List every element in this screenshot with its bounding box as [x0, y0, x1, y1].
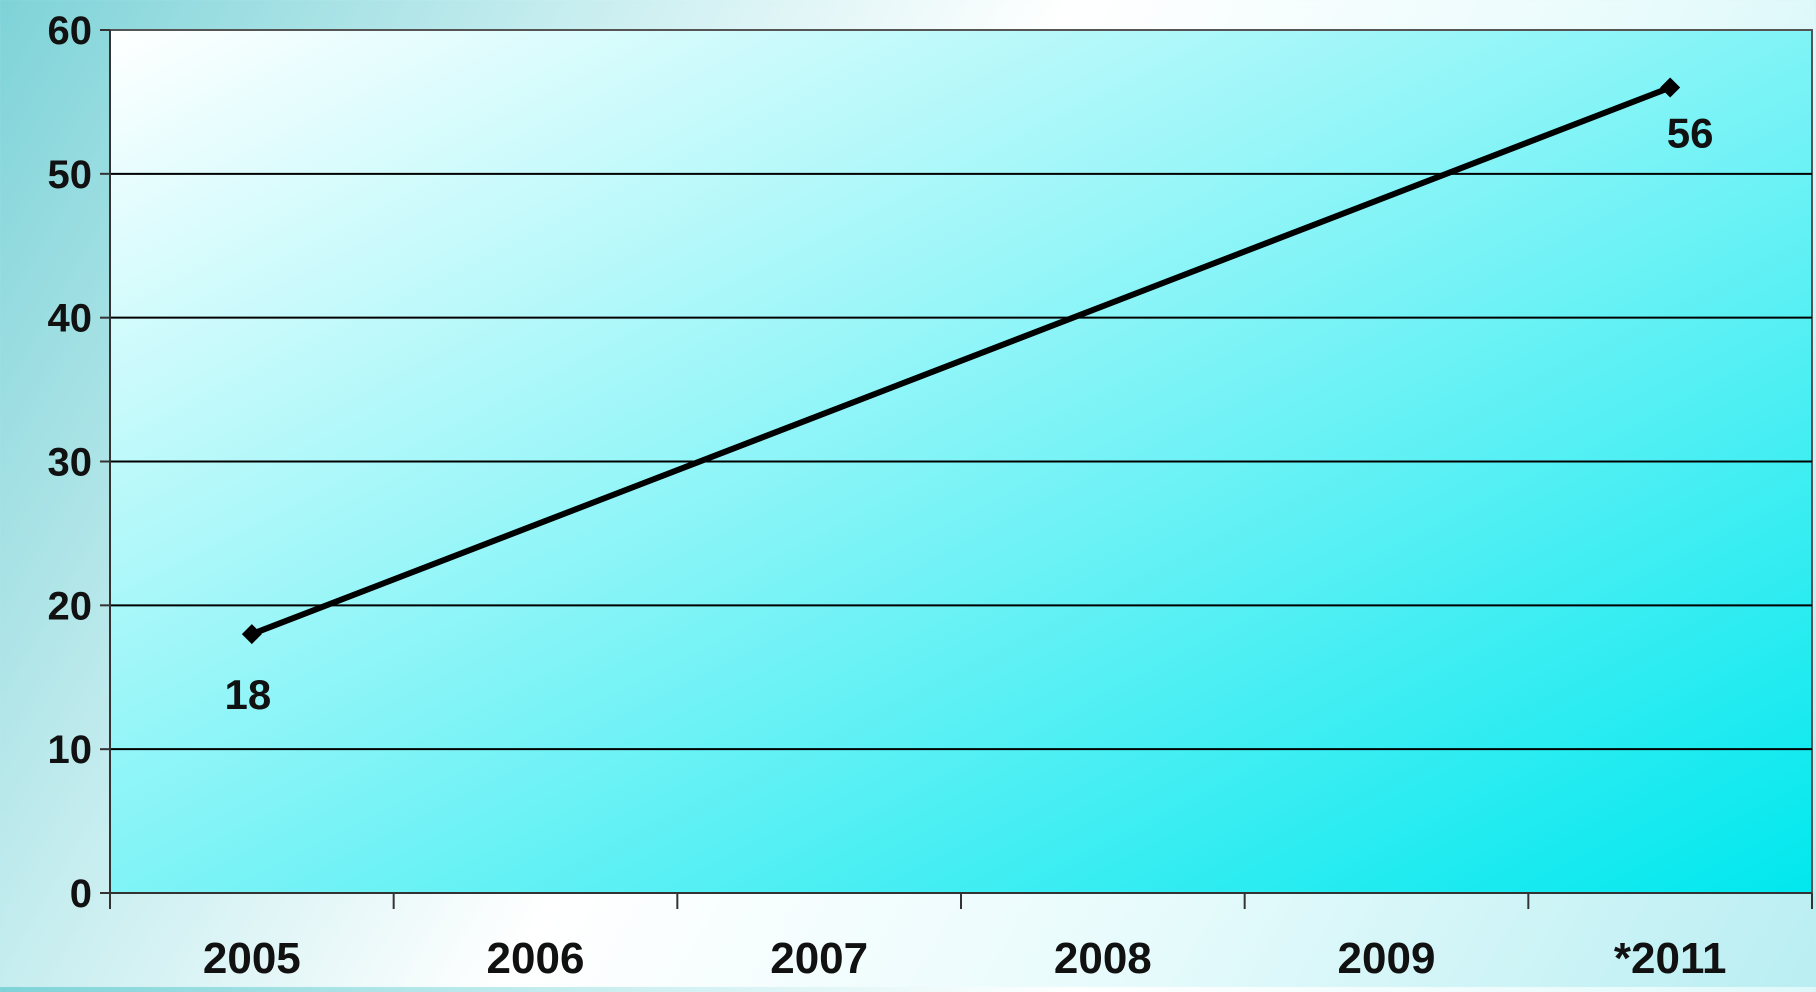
data-label: 18 [224, 671, 271, 718]
gridlines [110, 172, 1812, 751]
y-tick-label: 0 [70, 872, 92, 916]
y-tick-label: 20 [48, 584, 93, 628]
data-label: 56 [1667, 110, 1714, 157]
x-tick-label: *2011 [1614, 934, 1727, 983]
axes: 0 10 20 30 40 50 60 2005 2006 2007 2008 2009 *2011 [48, 9, 1813, 983]
x-tick-label: 2009 [1338, 934, 1436, 983]
y-tick-label: 60 [48, 9, 93, 53]
y-tick-label: 50 [48, 153, 93, 197]
x-tick-label: 2007 [770, 934, 868, 983]
x-tick-label: 2008 [1054, 934, 1152, 983]
data-point [241, 624, 262, 645]
y-tick-label: 40 [48, 297, 93, 341]
series-line [248, 84, 1674, 638]
x-tick-label: 2006 [487, 934, 585, 983]
y-tick-label: 30 [48, 441, 93, 485]
x-tick-label: 2005 [203, 934, 301, 983]
data-point [1660, 77, 1681, 98]
y-tick-label: 10 [48, 728, 93, 772]
